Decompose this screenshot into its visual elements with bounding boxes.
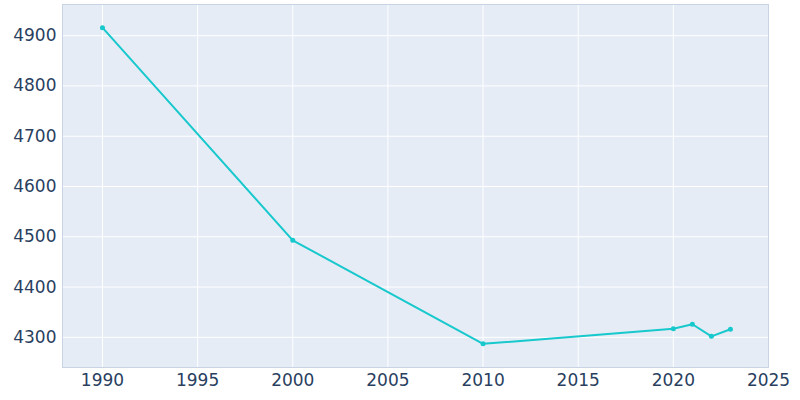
- svg-text:4600: 4600: [13, 176, 56, 196]
- svg-text:2025: 2025: [747, 370, 790, 390]
- svg-text:2020: 2020: [652, 370, 695, 390]
- svg-text:4500: 4500: [13, 226, 56, 246]
- svg-text:1995: 1995: [176, 370, 219, 390]
- svg-text:4700: 4700: [13, 126, 56, 146]
- svg-text:4300: 4300: [13, 327, 56, 347]
- svg-text:2010: 2010: [461, 370, 504, 390]
- svg-text:2000: 2000: [271, 370, 314, 390]
- svg-text:4800: 4800: [13, 75, 56, 95]
- svg-text:2015: 2015: [557, 370, 600, 390]
- svg-text:2005: 2005: [366, 370, 409, 390]
- svg-text:4400: 4400: [13, 276, 56, 296]
- svg-text:4900: 4900: [13, 25, 56, 45]
- svg-text:1990: 1990: [81, 370, 124, 390]
